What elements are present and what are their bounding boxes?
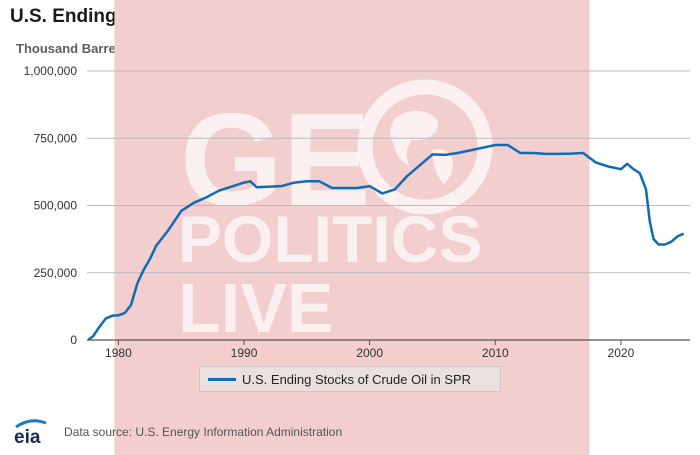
y-tick-label: 1,000,000	[24, 64, 78, 78]
x-tick-label: 2000	[356, 346, 383, 360]
legend-label: U.S. Ending Stocks of Crude Oil in SPR	[242, 371, 472, 387]
watermark-globe-letter: O	[0, 0, 1, 1]
watermark: GE O POLITICS LIVE	[0, 0, 493, 347]
x-tick-label: 2010	[482, 346, 509, 360]
series-line-spr-stocks	[87, 143, 685, 341]
eia-logo-text: eia	[14, 427, 41, 445]
y-axis-ticks: 0 250,000 500,000 750,000 1,000,000	[24, 64, 78, 347]
footer: eia Data source: U.S. Energy Information…	[10, 419, 343, 448]
y-tick-label: 0	[70, 333, 77, 347]
y-tick-label: 250,000	[34, 266, 78, 280]
watermark-politics: POLITICS	[178, 202, 482, 276]
x-tick-label: 1990	[231, 346, 258, 360]
y-tick-label: 750,000	[34, 131, 78, 145]
y-axis-units-label: Thousand Barrels	[16, 41, 127, 56]
data-source-note: Data source: U.S. Energy Information Adm…	[64, 425, 343, 439]
watermark-geo: GE	[180, 86, 371, 233]
legend: U.S. Ending Stocks of Crude Oil in SPR	[199, 366, 501, 392]
x-tick-label: 1980	[105, 346, 132, 360]
y-tick-label: 500,000	[34, 199, 78, 213]
legend-swatch	[208, 377, 236, 381]
x-axis-ticks: 1980 1990 2000 2010 2020	[105, 340, 635, 360]
x-tick-label: 2020	[608, 346, 635, 360]
eia-logo: eia	[10, 419, 54, 448]
watermark-live: LIVE	[178, 269, 334, 347]
